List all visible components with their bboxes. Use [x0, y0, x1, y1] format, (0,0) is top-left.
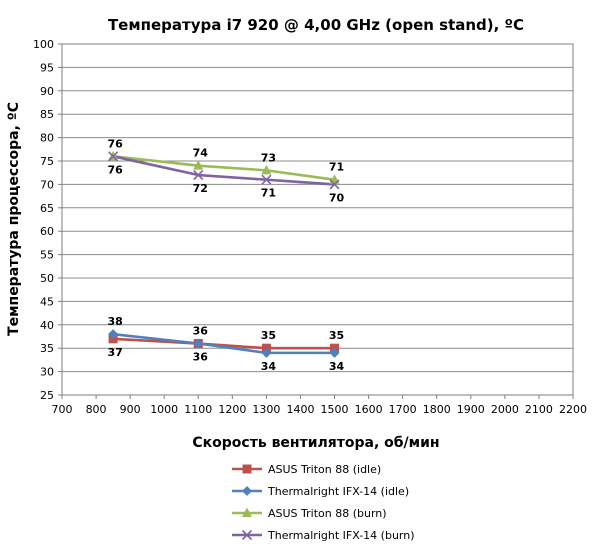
- y-tick-label: 35: [40, 342, 54, 355]
- data-point-marker: [193, 338, 204, 349]
- data-label: 72: [193, 182, 208, 195]
- legend-item: Thermalright IFX-14 (burn): [232, 529, 415, 542]
- y-tick-label: 60: [40, 225, 54, 238]
- data-label: 36: [193, 325, 209, 338]
- y-tick-label: 50: [40, 272, 54, 285]
- y-tick-label: 30: [40, 366, 54, 379]
- data-point-marker: [193, 160, 204, 170]
- x-tick-label: 1700: [389, 403, 417, 416]
- data-label: 76: [107, 137, 123, 150]
- data-label: 34: [329, 360, 345, 373]
- legend-item: ASUS Triton 88 (idle): [232, 463, 381, 476]
- x-tick-label: 2100: [525, 403, 553, 416]
- data-label: 70: [329, 191, 345, 204]
- x-tick-label: 2000: [491, 403, 519, 416]
- data-label: 76: [107, 163, 123, 176]
- y-tick-label: 80: [40, 132, 54, 145]
- y-tick-label: 75: [40, 155, 54, 168]
- x-tick-label: 1300: [252, 403, 280, 416]
- legend-marker: [241, 529, 253, 541]
- y-tick-label: 25: [40, 389, 54, 402]
- y-tick-label: 40: [40, 319, 54, 332]
- series-line: [113, 337, 335, 350]
- y-tick-label: 45: [40, 295, 54, 308]
- y-tick-label: 90: [40, 85, 54, 98]
- data-point-marker: [108, 151, 119, 162]
- y-tick-label: 95: [40, 61, 54, 74]
- legend-marker: [242, 507, 252, 517]
- x-tick-label: 700: [52, 403, 73, 416]
- x-tick-label: 900: [120, 403, 141, 416]
- x-tick-label: 1400: [286, 403, 314, 416]
- data-point-marker: [329, 179, 340, 190]
- data-label: 73: [261, 151, 276, 164]
- x-axis-label: Скорость вентилятора, об/мин: [192, 435, 439, 451]
- legend-label: ASUS Triton 88 (idle): [268, 463, 381, 476]
- x-tick-label: 1100: [184, 403, 212, 416]
- legend-label: ASUS Triton 88 (burn): [268, 507, 387, 520]
- series-lines: [112, 155, 335, 355]
- plot-area-border: [61, 43, 574, 396]
- data-label: 35: [261, 329, 276, 342]
- y-tick-label: 100: [33, 38, 54, 51]
- data-label: 38: [107, 315, 122, 328]
- x-tick-label: 1000: [150, 403, 178, 416]
- data-point-marker: [193, 169, 204, 181]
- x-axis-ticks: 700 800 900 1000 1100 1200 1300 1400 1500 1600 170…: [52, 395, 587, 416]
- x-tick-label: 1800: [423, 403, 451, 416]
- y-tick-label: 85: [40, 108, 54, 121]
- data-label: 34: [261, 360, 277, 373]
- legend-label: Thermalright IFX-14 (idle): [267, 485, 409, 498]
- y-axis-label: Температура процессора, ºС: [6, 102, 22, 336]
- x-tick-label: 800: [86, 403, 107, 416]
- legend-label: Thermalright IFX-14 (burn): [267, 529, 415, 542]
- data-point-marker: [108, 329, 119, 340]
- data-labels: 37 36 35 35 38 36 34 34 76 74 73 71 76 72 71 70: [107, 137, 344, 373]
- series-line: [112, 155, 335, 182]
- y-axis-ticks: 25 30 35 40 45 50 55 60 65 70 75 80 85 90 95 100: [33, 38, 62, 402]
- data-point-marker: [261, 347, 272, 358]
- data-label: 37: [107, 346, 122, 359]
- data-point-marker: [261, 164, 272, 175]
- data-label: 71: [261, 187, 276, 200]
- series-markers: [108, 150, 340, 358]
- legend: ASUS Triton 88 (idle) Thermalright IFX-14…: [232, 463, 415, 542]
- y-tick-label: 65: [40, 202, 54, 215]
- data-point-marker: [329, 347, 340, 358]
- chart-title: Температура i7 920 @ 4,00 GHz (open stan…: [108, 16, 524, 34]
- x-tick-label: 1900: [457, 403, 485, 416]
- data-label: 35: [329, 329, 344, 342]
- legend-marker: [242, 486, 252, 496]
- y-tick-label: 55: [40, 249, 54, 262]
- series-line: [112, 155, 335, 186]
- legend-marker: [242, 464, 252, 474]
- legend-item: Thermalright IFX-14 (idle): [232, 485, 409, 498]
- x-tick-label: 1600: [355, 403, 383, 416]
- x-tick-label: 1200: [218, 403, 246, 416]
- x-tick-label: 1500: [321, 403, 349, 416]
- y-tick-label: 70: [40, 178, 54, 191]
- gridlines: [62, 43, 573, 373]
- data-label: 74: [193, 147, 209, 160]
- series-line: [112, 332, 335, 355]
- data-label: 71: [329, 161, 344, 174]
- data-point-marker: [261, 174, 272, 185]
- data-label: 36: [193, 351, 209, 364]
- legend-item: ASUS Triton 88 (burn): [232, 507, 387, 520]
- x-tick-label: 2200: [559, 403, 587, 416]
